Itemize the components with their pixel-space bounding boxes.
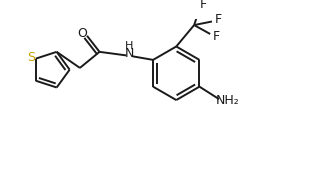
Text: F: F — [199, 0, 207, 11]
Text: S: S — [27, 51, 35, 64]
Text: H: H — [125, 41, 133, 51]
Text: N: N — [124, 47, 134, 60]
Text: F: F — [213, 30, 220, 43]
Text: F: F — [215, 13, 222, 26]
Text: O: O — [78, 27, 88, 40]
Text: NH₂: NH₂ — [216, 94, 240, 107]
